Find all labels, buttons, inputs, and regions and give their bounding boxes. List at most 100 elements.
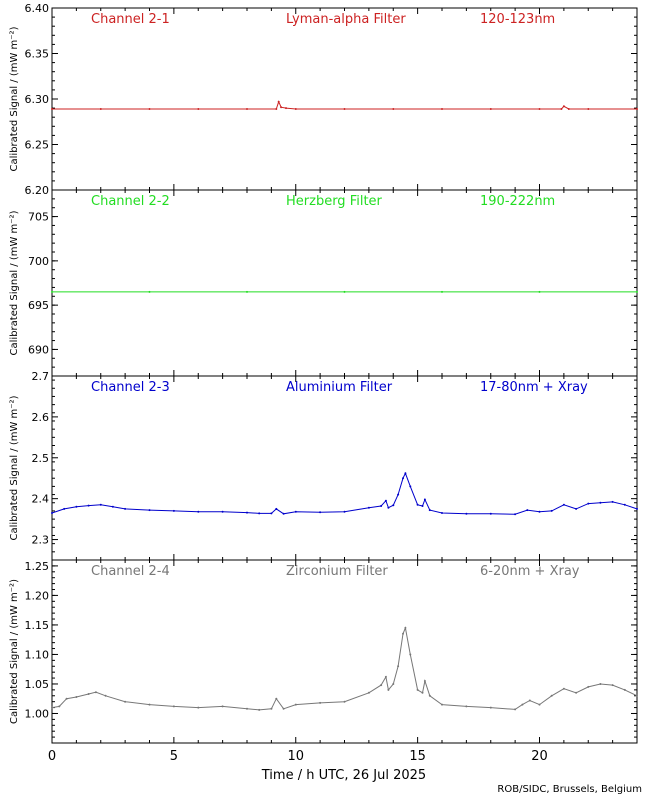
data-point: [489, 108, 492, 110]
data-point: [343, 290, 346, 293]
data-point: [285, 107, 287, 110]
data-point: [423, 498, 426, 501]
data-point: [221, 510, 224, 513]
y-tick-label: 6.20: [25, 184, 50, 197]
data-point: [221, 705, 224, 708]
data-point: [567, 108, 570, 110]
panel-band-label: 190-222nm: [480, 194, 555, 209]
y-tick-label: 695: [28, 299, 49, 312]
data-point: [319, 511, 322, 514]
data-point: [538, 510, 541, 513]
data-point: [387, 506, 390, 509]
x-tick-label: 10: [287, 749, 304, 764]
data-point: [51, 108, 53, 110]
panel-4: 1.00 1.05 1.10 1.15 1.20 1.25 Calibrated Signa…: [9, 559, 638, 744]
data-point: [526, 509, 529, 512]
panel-band-label: 17-80nm + Xray: [480, 380, 588, 395]
data-point: [409, 485, 412, 488]
data-point: [246, 290, 248, 293]
x-axis: 0 5 10 15 20: [48, 749, 548, 764]
data-point: [465, 705, 468, 708]
data-point: [636, 108, 638, 110]
data-point: [623, 688, 626, 691]
series-trace: [51, 472, 638, 515]
y-axis-label: Calibrated Signal / (mW m⁻²): [9, 579, 20, 724]
data-point: [63, 507, 66, 510]
y-tick-label: 1.25: [25, 560, 50, 573]
data-point: [538, 290, 541, 293]
data-point: [343, 108, 346, 110]
panel-channel-label: Channel 2-1: [91, 12, 170, 27]
data-point: [294, 510, 297, 513]
data-point: [343, 700, 346, 703]
panel-channel-label: Channel 2-4: [91, 564, 170, 579]
data-point: [489, 512, 492, 515]
data-point: [636, 694, 638, 697]
x-tick-label: 5: [170, 749, 178, 764]
panel-filter-label: Aluminium Filter: [286, 380, 393, 395]
data-point: [611, 684, 614, 687]
data-point: [380, 684, 383, 687]
y-axis-label: Calibrated Signal / (mW m⁻²): [9, 210, 20, 355]
data-point: [599, 501, 602, 504]
data-point: [270, 512, 273, 515]
y-tick-label: 1.20: [25, 589, 50, 602]
data-point: [384, 675, 387, 678]
data-point: [275, 697, 278, 700]
data-point: [148, 290, 151, 293]
data-point: [409, 653, 412, 656]
panels-group: 6.20 6.25 6.30 6.35 6.40 Calibrated Signal / …: [9, 2, 638, 744]
data-point: [65, 697, 68, 700]
data-point: [58, 705, 61, 708]
data-point: [197, 706, 200, 709]
data-point: [404, 472, 407, 475]
data-point: [611, 500, 614, 503]
data-point: [514, 708, 517, 711]
y-axis-label: Calibrated Signal / (mW m⁻²): [9, 26, 20, 171]
data-point: [319, 701, 322, 704]
data-point: [421, 691, 424, 694]
data-point: [550, 509, 553, 512]
panel-filter-label: Herzberg Filter: [286, 194, 383, 209]
data-point: [562, 687, 565, 690]
data-point: [538, 703, 541, 706]
data-point: [280, 106, 283, 109]
panel-band-label: 6-20nm + Xray: [480, 564, 580, 579]
data-point: [521, 703, 524, 706]
data-point: [111, 505, 114, 508]
data-point: [587, 502, 590, 505]
data-point: [392, 683, 395, 685]
data-point: [124, 507, 127, 510]
data-point: [465, 512, 468, 515]
data-point: [294, 703, 297, 706]
y-tick-label: 2.6: [32, 411, 50, 424]
y-tick-label: 6.30: [25, 93, 50, 106]
data-point: [51, 706, 53, 709]
data-point: [172, 705, 175, 708]
data-point: [258, 708, 261, 711]
data-point: [197, 510, 200, 513]
data-point: [380, 505, 383, 507]
credit-text: ROB/SIDC, Brussels, Belgium: [497, 784, 642, 795]
data-point: [99, 503, 102, 506]
y-tick-label: 700: [28, 255, 49, 268]
data-point: [587, 108, 590, 110]
panel-1: 6.20 6.25 6.30 6.35 6.40 Calibrated Signal / …: [9, 2, 638, 197]
data-point: [636, 290, 638, 293]
y-tick-label: 6.25: [25, 139, 50, 152]
data-point: [560, 108, 563, 110]
data-point: [172, 509, 175, 512]
data-point: [575, 507, 578, 510]
panel-filter-label: Zirconium Filter: [286, 564, 388, 579]
y-tick-label: 2.3: [32, 534, 50, 547]
data-point: [246, 707, 248, 710]
data-point: [397, 665, 400, 668]
data-point: [99, 108, 102, 110]
y-tick-label: 690: [28, 343, 49, 356]
data-point: [441, 703, 443, 706]
data-point: [416, 503, 419, 506]
data-point: [246, 108, 248, 110]
data-point: [343, 510, 346, 513]
